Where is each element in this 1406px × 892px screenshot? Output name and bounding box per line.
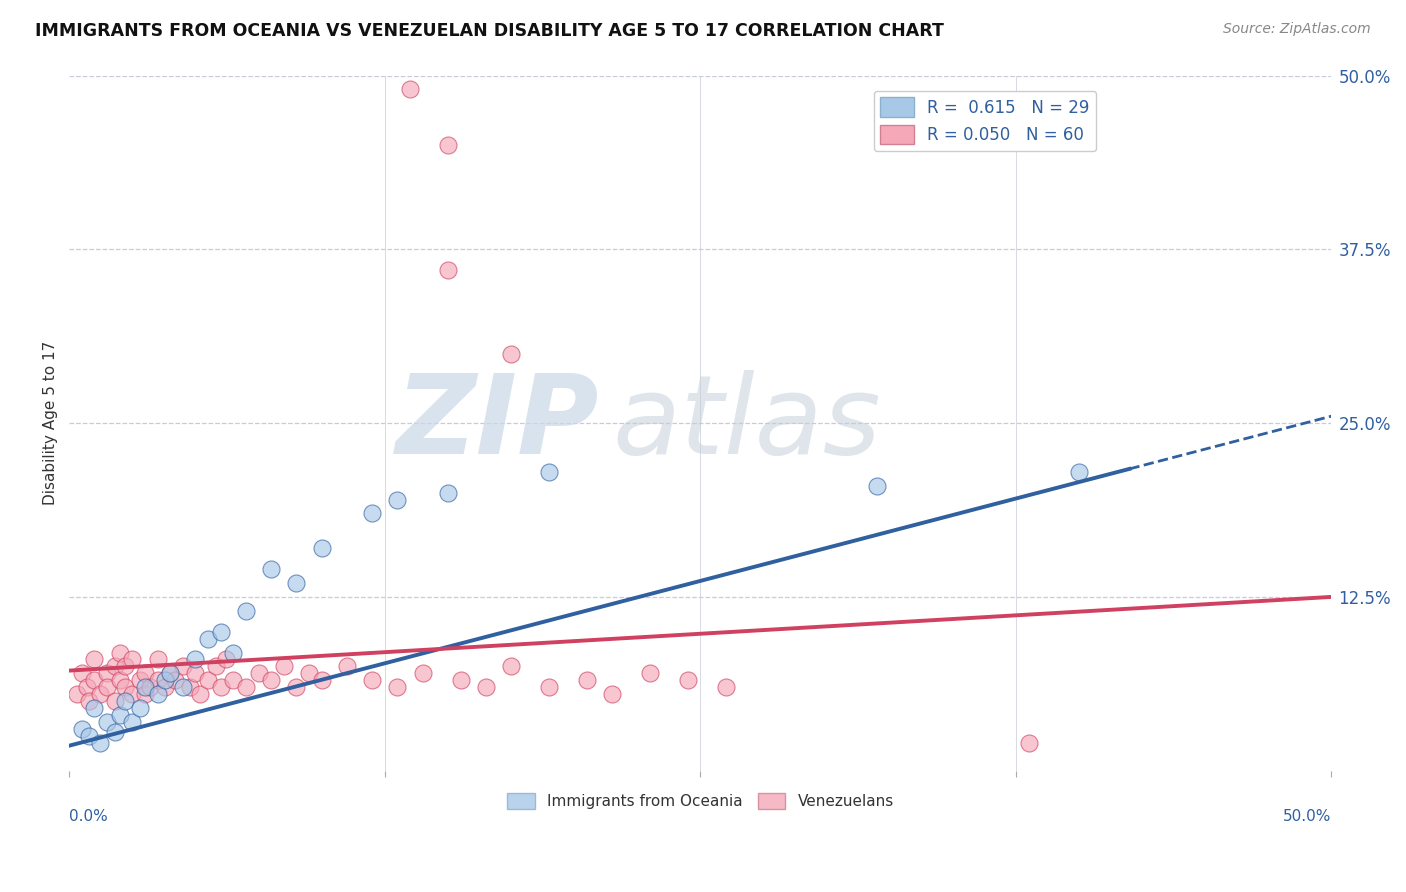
Point xyxy=(121,687,143,701)
Point xyxy=(121,714,143,729)
Point xyxy=(153,680,176,694)
Point xyxy=(165,673,187,688)
Point xyxy=(172,680,194,694)
Point xyxy=(129,673,152,688)
Point xyxy=(235,680,257,694)
Point xyxy=(209,624,232,639)
Text: 50.0%: 50.0% xyxy=(1284,809,1331,824)
Point xyxy=(139,680,162,694)
Point xyxy=(866,478,889,492)
Point xyxy=(114,694,136,708)
Point xyxy=(260,673,283,688)
Point xyxy=(104,724,127,739)
Point xyxy=(311,541,333,556)
Point xyxy=(184,666,207,681)
Point xyxy=(134,687,156,701)
Point xyxy=(104,694,127,708)
Point xyxy=(79,729,101,743)
Point xyxy=(104,659,127,673)
Point xyxy=(638,666,661,681)
Point xyxy=(159,666,181,681)
Point xyxy=(129,701,152,715)
Point xyxy=(146,652,169,666)
Point xyxy=(499,346,522,360)
Point xyxy=(474,680,496,694)
Point xyxy=(1067,465,1090,479)
Point xyxy=(153,673,176,688)
Text: ZIP: ZIP xyxy=(396,369,599,476)
Point xyxy=(79,694,101,708)
Point xyxy=(676,673,699,688)
Point xyxy=(70,722,93,736)
Point xyxy=(285,680,308,694)
Point xyxy=(159,666,181,681)
Legend: Immigrants from Oceania, Venezuelans: Immigrants from Oceania, Venezuelans xyxy=(501,787,900,815)
Point xyxy=(412,666,434,681)
Point xyxy=(437,485,460,500)
Point xyxy=(108,646,131,660)
Point xyxy=(134,680,156,694)
Point xyxy=(387,680,409,694)
Point xyxy=(83,652,105,666)
Point xyxy=(70,666,93,681)
Point xyxy=(361,673,384,688)
Point xyxy=(298,666,321,681)
Point xyxy=(108,673,131,688)
Point xyxy=(83,701,105,715)
Point xyxy=(499,659,522,673)
Point xyxy=(114,680,136,694)
Point xyxy=(600,687,623,701)
Point xyxy=(89,736,111,750)
Point xyxy=(437,263,460,277)
Point xyxy=(89,687,111,701)
Point xyxy=(361,507,384,521)
Point xyxy=(190,687,212,701)
Point xyxy=(235,604,257,618)
Text: 0.0%: 0.0% xyxy=(69,809,108,824)
Point xyxy=(96,666,118,681)
Point xyxy=(575,673,598,688)
Point xyxy=(66,687,89,701)
Point xyxy=(387,492,409,507)
Point xyxy=(215,652,238,666)
Point xyxy=(437,138,460,153)
Point xyxy=(399,82,422,96)
Text: atlas: atlas xyxy=(612,369,880,476)
Point xyxy=(179,680,201,694)
Point xyxy=(204,659,226,673)
Point xyxy=(260,562,283,576)
Point xyxy=(108,708,131,723)
Point xyxy=(197,632,219,646)
Point xyxy=(83,673,105,688)
Text: Source: ZipAtlas.com: Source: ZipAtlas.com xyxy=(1223,22,1371,37)
Point xyxy=(146,687,169,701)
Point xyxy=(285,576,308,591)
Point xyxy=(222,646,245,660)
Point xyxy=(222,673,245,688)
Point xyxy=(134,666,156,681)
Point xyxy=(172,659,194,673)
Y-axis label: Disability Age 5 to 17: Disability Age 5 to 17 xyxy=(44,341,58,505)
Point xyxy=(537,680,560,694)
Point xyxy=(273,659,295,673)
Point xyxy=(537,465,560,479)
Point xyxy=(311,673,333,688)
Point xyxy=(76,680,98,694)
Point xyxy=(450,673,472,688)
Point xyxy=(114,659,136,673)
Point xyxy=(197,673,219,688)
Point xyxy=(96,714,118,729)
Point xyxy=(209,680,232,694)
Point xyxy=(121,652,143,666)
Point xyxy=(714,680,737,694)
Point xyxy=(146,673,169,688)
Text: IMMIGRANTS FROM OCEANIA VS VENEZUELAN DISABILITY AGE 5 TO 17 CORRELATION CHART: IMMIGRANTS FROM OCEANIA VS VENEZUELAN DI… xyxy=(35,22,943,40)
Point xyxy=(247,666,270,681)
Point xyxy=(184,652,207,666)
Point xyxy=(336,659,359,673)
Point xyxy=(96,680,118,694)
Point xyxy=(1018,736,1040,750)
